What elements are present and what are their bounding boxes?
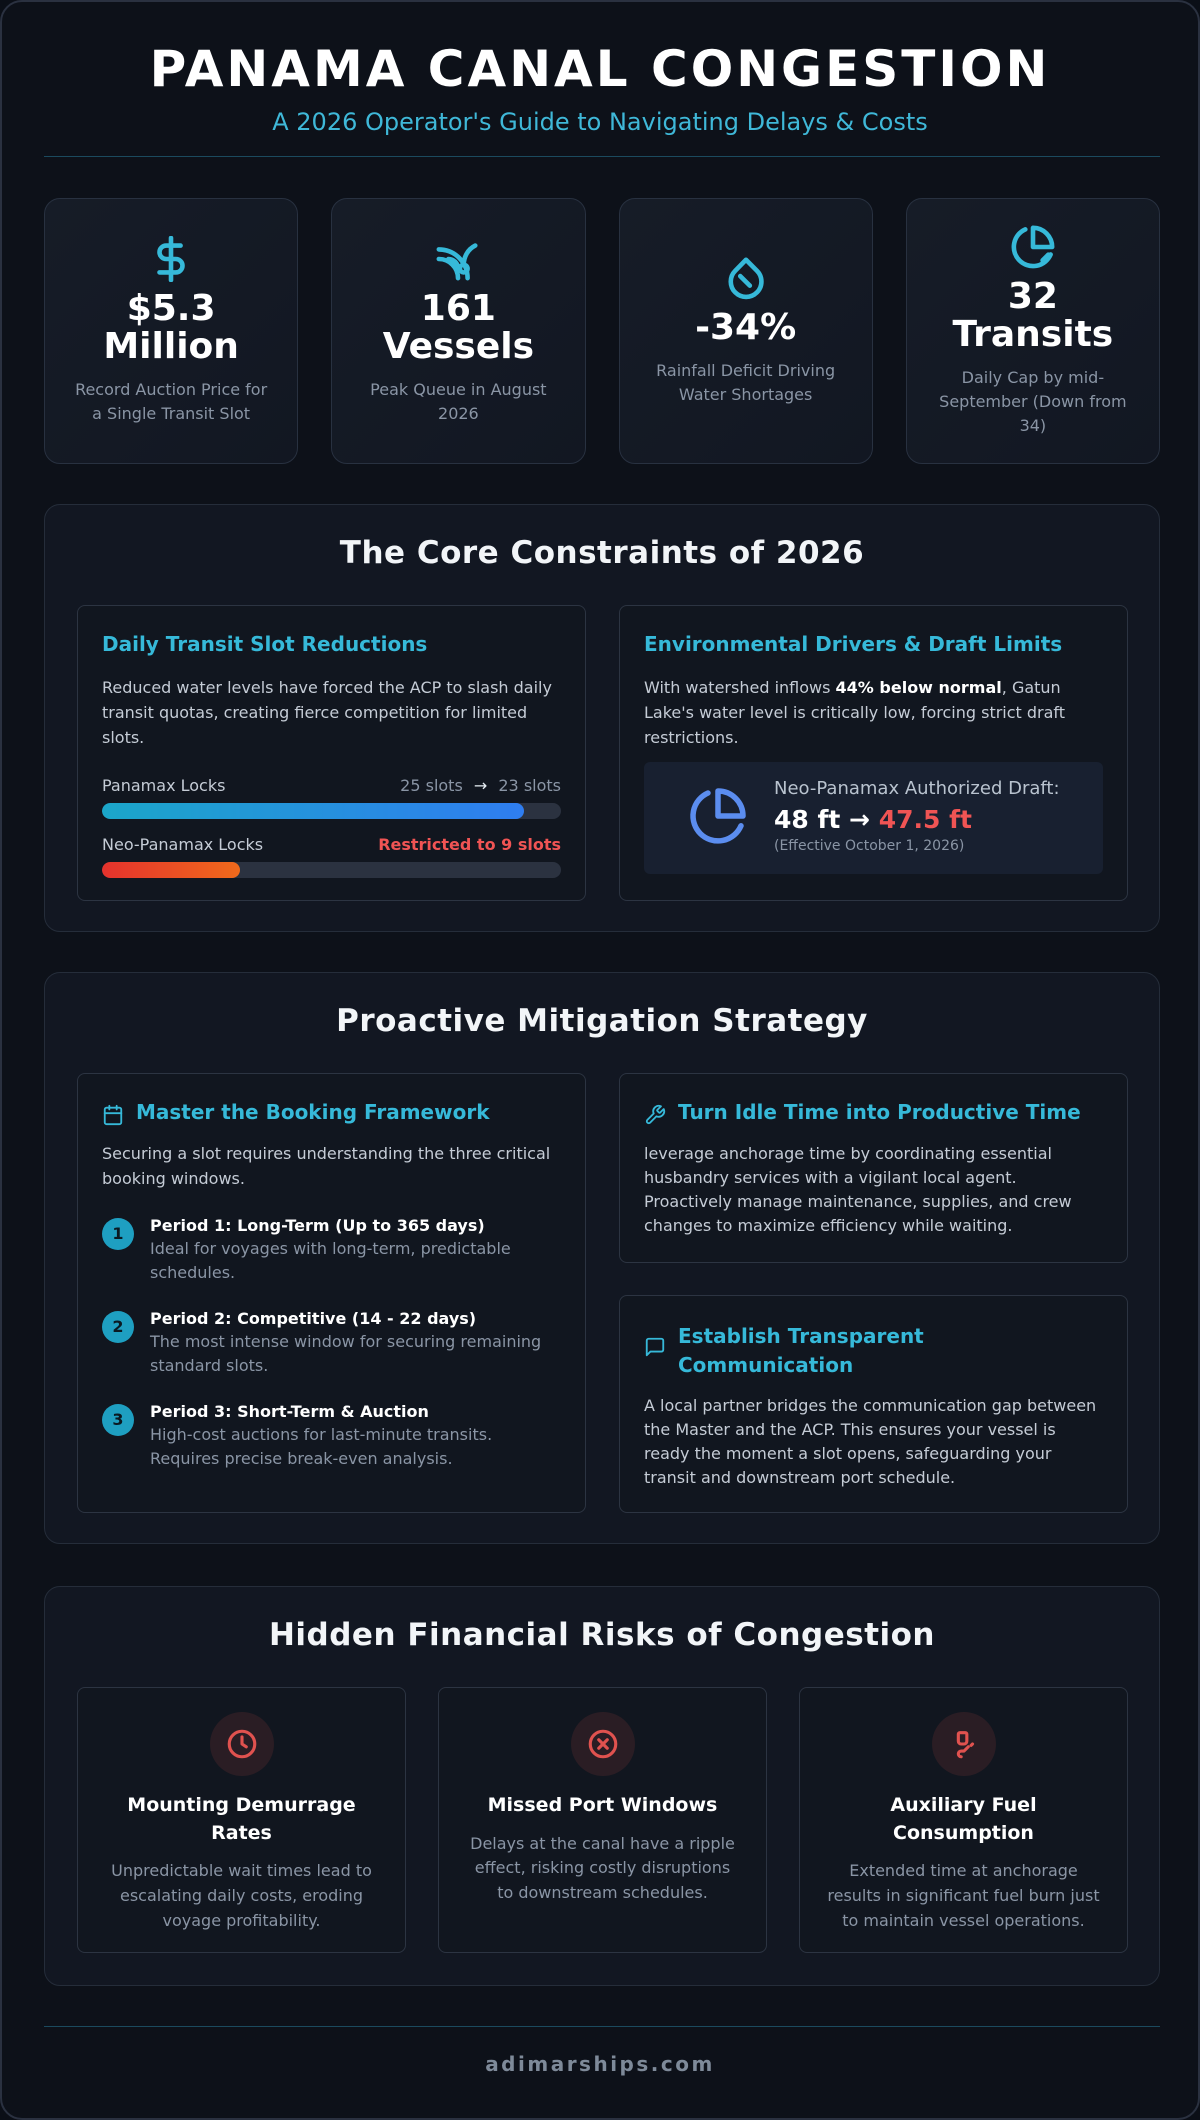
stat-value: $5.3 Million <box>103 288 239 367</box>
draft-info: Neo-Panamax Authorized Draft: 48 ft → 47… <box>774 778 1060 854</box>
draft-new-value: 47.5 ft <box>878 805 972 834</box>
period-desc: Ideal for voyages with long-term, predic… <box>150 1238 511 1282</box>
idle-time-panel: Turn Idle Time into Productive Time leve… <box>619 1073 1128 1263</box>
clock-icon <box>227 1729 256 1759</box>
progress-fill <box>102 803 525 820</box>
stat-value: -34% <box>695 307 797 349</box>
x-circle-icon <box>588 1729 617 1759</box>
mitigation-section: Proactive Mitigation Strategy Master the… <box>44 972 1160 1544</box>
bar-label: Neo-Panamax Locks <box>102 835 264 855</box>
panel-text: With watershed inflows 44% below normal,… <box>644 678 1066 747</box>
bar-from: 25 slots <box>400 776 463 796</box>
panel-title: Environmental Drivers & Draft Limits <box>644 632 1063 656</box>
period-desc: The most intense window for securing rem… <box>150 1331 542 1375</box>
draft-note: (Effective October 1, 2026) <box>774 838 965 854</box>
neo-panamax-bar-group: Neo-Panamax Locks Restricted to 9 slots <box>102 835 561 879</box>
footer-divider <box>44 2026 1160 2027</box>
booking-period: 3 Period 3: Short-Term & Auction High-co… <box>102 1402 561 1471</box>
panel-text: leverage anchorage time by coordinating … <box>644 1144 1072 1235</box>
slot-reductions-panel: Daily Transit Slot Reductions Reduced wa… <box>77 605 586 901</box>
communication-panel: Establish Transparent Communication A lo… <box>619 1295 1128 1513</box>
highlight-text: 44% below normal <box>835 678 1002 697</box>
bar-label: Panamax Locks <box>102 776 226 796</box>
step-number: 3 <box>102 1403 134 1436</box>
bar-status: Restricted to 9 slots <box>378 835 561 855</box>
stat-label: Record Auction Price for a Single Transi… <box>75 379 268 423</box>
pie-chart-icon <box>1011 225 1055 269</box>
risk-icon-badge <box>209 1712 274 1776</box>
draft-limit-box: Neo-Panamax Authorized Draft: 48 ft → 47… <box>644 762 1103 874</box>
header: PANAMA CANAL CONGESTION A 2026 Operator'… <box>2 2 1198 136</box>
wrench-icon <box>645 1104 666 1125</box>
page-title: PANAMA CANAL CONGESTION <box>149 40 1051 98</box>
stat-card-auction-price: $5.3 Million Record Auction Price for a … <box>44 198 299 464</box>
draft-label: Neo-Panamax Authorized Draft: <box>774 778 1060 799</box>
booking-framework-panel: Master the Booking Framework Securing a … <box>77 1073 586 1513</box>
step-number: 2 <box>102 1310 134 1343</box>
arrow-icon: → <box>473 776 488 796</box>
panel-text: Securing a slot requires understanding t… <box>102 1144 551 1188</box>
period-title: Period 2: Competitive (14 - 22 days) <box>150 1308 477 1328</box>
section-title: Hidden Financial Risks of Congestion <box>268 1617 936 1653</box>
panel-title: Establish Transparent Communication <box>678 1324 924 1377</box>
calendar-icon <box>103 1104 123 1126</box>
risk-icon-badge <box>570 1712 635 1776</box>
section-title: The Core Constraints of 2026 <box>339 535 865 571</box>
risk-title: Missed Port Windows <box>487 1794 718 1816</box>
period-title: Period 1: Long-Term (Up to 365 days) <box>150 1215 485 1235</box>
stats-row: $5.3 Million Record Auction Price for a … <box>44 198 1160 464</box>
stat-value: 161 Vessels <box>382 288 535 367</box>
stat-card-rainfall-deficit: -34% Rainfall Deficit Driving Water Shor… <box>618 198 873 464</box>
step-number: 1 <box>102 1217 134 1250</box>
section-title: Proactive Mitigation Strategy <box>336 1003 868 1039</box>
progress-track <box>102 862 561 879</box>
stat-value: 32 Transits <box>952 276 1114 355</box>
dollar-icon <box>157 236 185 283</box>
fuel-icon <box>956 1731 974 1759</box>
progress-track <box>102 803 561 820</box>
constraints-section: The Core Constraints of 2026 Daily Trans… <box>44 504 1160 932</box>
draft-value: 48 ft → 47.5 ft <box>774 805 972 834</box>
panel-title: Daily Transit Slot Reductions <box>102 632 428 656</box>
panamax-bar-group: Panamax Locks 25 slots → 23 slots <box>102 776 561 820</box>
booking-period: 1 Period 1: Long-Term (Up to 365 days) I… <box>102 1216 561 1285</box>
page-subtitle: A 2026 Operator's Guide to Navigating De… <box>272 108 928 136</box>
panel-title: Turn Idle Time into Productive Time <box>678 1100 1081 1124</box>
booking-period: 2 Period 2: Competitive (14 - 22 days) T… <box>102 1309 561 1378</box>
progress-fill <box>102 862 240 879</box>
panel-text: Reduced water levels have forced the ACP… <box>102 678 552 747</box>
header-divider <box>44 156 1160 157</box>
stat-label: Daily Cap by mid-September (Down from 34… <box>939 367 1127 435</box>
stat-label: Peak Queue in August 2026 <box>370 379 547 423</box>
risk-desc: Delays at the canal have a ripple effect… <box>470 1833 735 1903</box>
panel-text: A local partner bridges the communicatio… <box>644 1396 1097 1487</box>
risk-title: Mounting Demurrage Rates <box>127 1794 356 1844</box>
footer-website[interactable]: adimarships.com <box>485 2052 715 2076</box>
risk-card-fuel: Auxiliary Fuel Consumption Extended time… <box>799 1687 1128 1953</box>
stat-label: Rainfall Deficit Driving Water Shortages <box>656 360 836 404</box>
risk-title: Auxiliary Fuel Consumption <box>890 1794 1037 1844</box>
ship-waves-icon <box>436 243 478 281</box>
bar-value: 25 slots → 23 slots <box>400 776 561 795</box>
risk-card-missed-windows: Missed Port Windows Delays at the canal … <box>438 1687 767 1953</box>
bar-to: 23 slots <box>498 776 561 796</box>
risks-section: Hidden Financial Risks of Congestion Mou… <box>44 1586 1160 1986</box>
pie-chart-icon <box>690 788 746 844</box>
risk-card-demurrage: Mounting Demurrage Rates Unpredictable w… <box>77 1687 406 1953</box>
stat-card-daily-cap: 32 Transits Daily Cap by mid-September (… <box>905 198 1160 464</box>
period-desc: High-cost auctions for last-minute trans… <box>150 1424 493 1468</box>
risk-desc: Unpredictable wait times lead to escalat… <box>111 1861 372 1930</box>
risk-desc: Extended time at anchorage results in si… <box>827 1861 1100 1930</box>
water-drop-icon <box>728 257 764 300</box>
environmental-drivers-panel: Environmental Drivers & Draft Limits Wit… <box>619 605 1128 901</box>
stat-card-peak-queue: 161 Vessels Peak Queue in August 2026 <box>331 198 586 464</box>
period-title: Period 3: Short-Term & Auction <box>150 1401 429 1421</box>
panel-title: Master the Booking Framework <box>136 1100 490 1124</box>
risk-icon-badge <box>931 1712 996 1776</box>
chat-bubble-icon <box>645 1337 665 1357</box>
